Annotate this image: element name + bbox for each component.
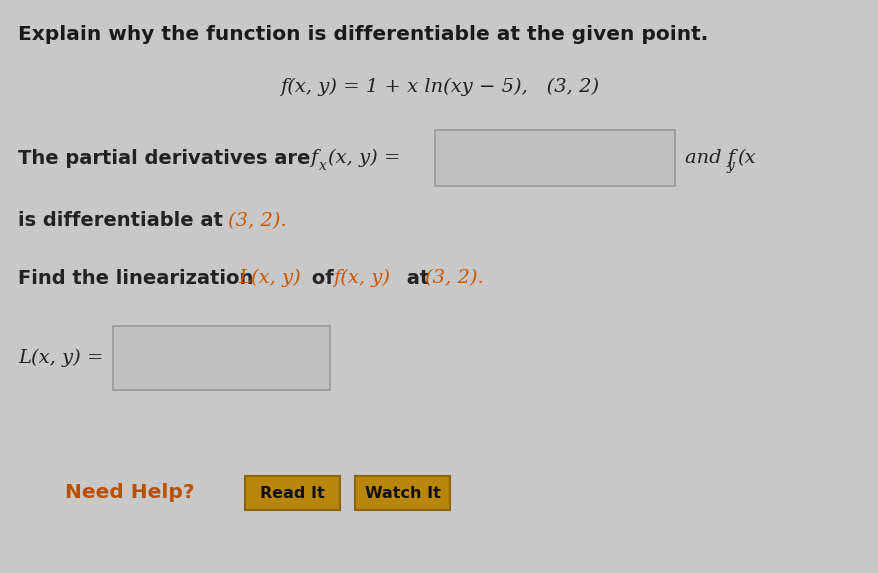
FancyBboxPatch shape	[113, 326, 329, 390]
Text: at: at	[399, 269, 435, 288]
Text: (3, 2).: (3, 2).	[425, 269, 483, 287]
Text: of: of	[305, 269, 340, 288]
Text: is differentiable at: is differentiable at	[18, 211, 229, 230]
Text: Explain why the function is differentiable at the given point.: Explain why the function is differentiab…	[18, 25, 708, 44]
Text: f: f	[310, 149, 317, 167]
FancyBboxPatch shape	[245, 476, 340, 510]
Text: The partial derivatives are: The partial derivatives are	[18, 148, 317, 167]
Text: Find the linearization: Find the linearization	[18, 269, 260, 288]
Text: (x: (x	[736, 149, 755, 167]
Text: L(x, y) =: L(x, y) =	[18, 349, 104, 367]
Text: x: x	[319, 159, 327, 173]
Text: Watch It: Watch It	[364, 485, 440, 500]
Text: f(x, y): f(x, y)	[333, 269, 390, 287]
FancyBboxPatch shape	[435, 130, 674, 186]
Text: y: y	[726, 159, 734, 173]
Text: Need Help?: Need Help?	[65, 484, 194, 503]
Text: L(x, y): L(x, y)	[238, 269, 300, 287]
Text: f(x, y) = 1 + x ln(xy − 5),   (3, 2): f(x, y) = 1 + x ln(xy − 5), (3, 2)	[280, 78, 599, 96]
Text: and f: and f	[684, 149, 734, 167]
Text: (x, y) =: (x, y) =	[327, 149, 399, 167]
Text: (3, 2).: (3, 2).	[227, 212, 286, 230]
Text: Read It: Read It	[260, 485, 325, 500]
FancyBboxPatch shape	[355, 476, 450, 510]
